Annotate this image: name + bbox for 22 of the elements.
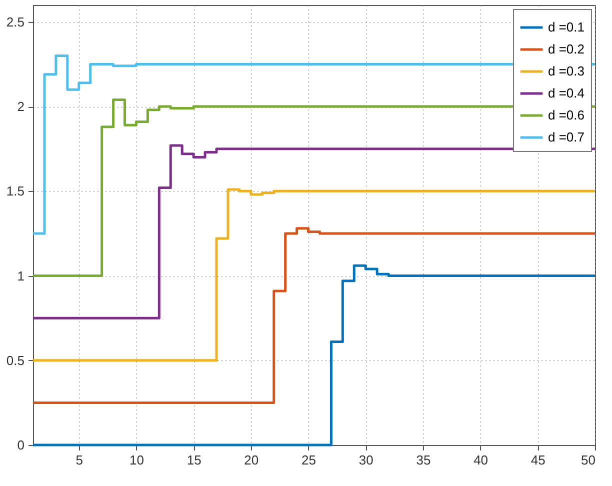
x-tick-label: 30 xyxy=(358,452,374,468)
legend-label: d =0.7 xyxy=(548,130,585,144)
legend-label: d =0.3 xyxy=(548,64,585,78)
x-tick-label: 40 xyxy=(474,452,488,468)
x-tick-label: 15 xyxy=(186,452,202,468)
y-tick-label: 2 xyxy=(17,99,24,114)
x-tick-label: 35 xyxy=(416,452,431,468)
x-tick-label: 5 xyxy=(76,452,83,468)
y-tick-label: 2.5 xyxy=(6,14,24,30)
x-tick-label: 20 xyxy=(244,452,259,468)
y-tick-label: 0 xyxy=(17,438,24,452)
legend-label: d =0.4 xyxy=(548,86,585,100)
y-tick-label: 0.5 xyxy=(6,352,24,368)
legend-label: d =0.2 xyxy=(548,42,585,56)
x-tick-label: 25 xyxy=(302,452,316,468)
legend-label: d =0.1 xyxy=(548,20,585,34)
y-tick-label: 1.5 xyxy=(6,184,24,199)
y-tick-label: 1 xyxy=(17,268,24,284)
legend-label: d =0.6 xyxy=(548,108,585,122)
x-tick-label: 10 xyxy=(129,452,144,468)
x-tick-label: 45 xyxy=(530,452,546,468)
x-tick-label: 50 xyxy=(581,452,596,468)
